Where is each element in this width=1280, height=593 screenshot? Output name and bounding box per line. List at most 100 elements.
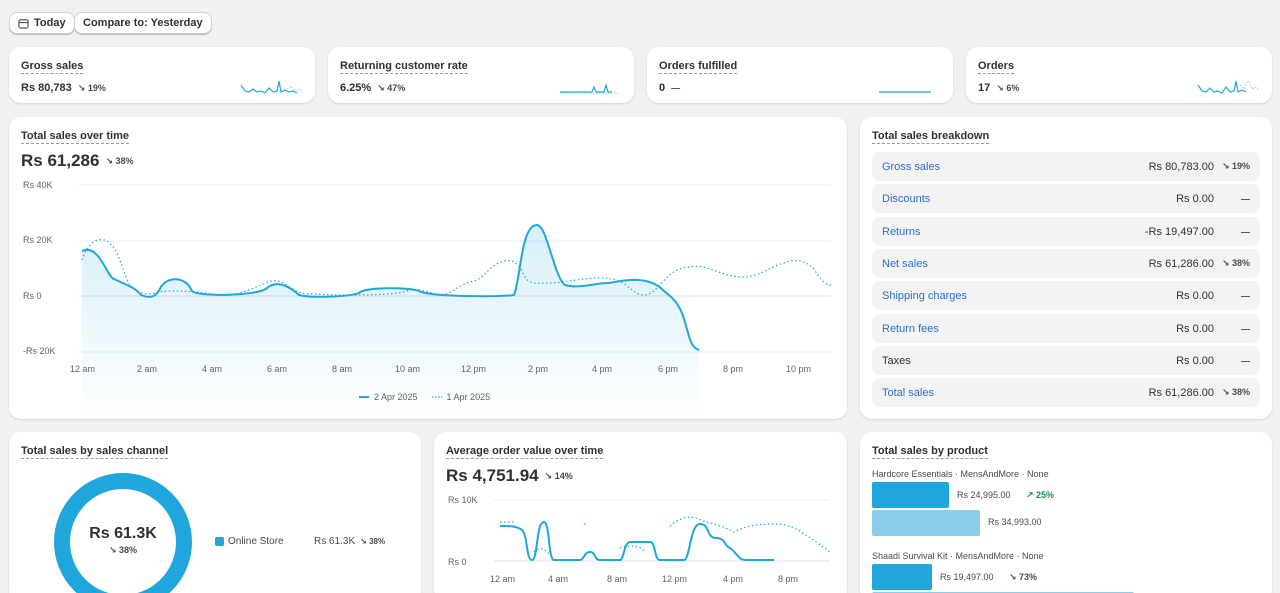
breakdown-row-total-sales[interactable]: Total sales Rs 61,286.00 ↘ 38% (872, 378, 1260, 407)
channel-delta: ↘ 38% (360, 537, 386, 546)
date-range-button[interactable]: Today (9, 12, 75, 34)
channel-value: Rs 61.3K (314, 536, 356, 547)
product-delta: ↘ 73% (1009, 572, 1038, 582)
breakdown-label[interactable]: Gross sales (882, 160, 941, 173)
x-tick: 2 am (137, 364, 158, 374)
product-current-value: Rs 24,995.00 (957, 490, 1011, 500)
compare-button[interactable]: Compare to: Yesterday (74, 12, 212, 34)
product-name: Shaadi Survival Kit · MensAndMore · None (872, 551, 1044, 561)
kpi-card-returning-rate[interactable]: Returning customer rate 6.25% ↘ 47% (328, 47, 634, 103)
kpi-value: 6.25% (340, 82, 372, 94)
breakdown-row-gross-sales[interactable]: Gross sales Rs 80,783.00 ↘ 19% (872, 152, 1260, 181)
kpi-value: Rs 80,783 (21, 82, 72, 94)
card-title: Total sales breakdown (872, 130, 990, 144)
breakdown-value: Rs 0.00 (1176, 322, 1214, 335)
legend-item-previous[interactable]: 1 Apr 2025 (431, 392, 490, 402)
breakdown-delta: — (1241, 323, 1250, 334)
breakdown-row-returns[interactable]: Returns -Rs 19,497.00 — (872, 217, 1260, 246)
arrow-down-icon: ↘ (377, 82, 385, 93)
x-tick: 8 am (332, 364, 353, 374)
kpi-card-orders-fulfilled[interactable]: Orders fulfilled 0 — (647, 47, 953, 103)
series-current-line (499, 520, 774, 562)
x-tick: 4 am (202, 364, 223, 374)
donut-center-delta: ↘ 38% (108, 545, 138, 555)
product-bar-current[interactable] (872, 482, 949, 508)
breakdown-label[interactable]: Discounts (882, 192, 931, 205)
product-previous-value: Rs 34,993.00 (988, 517, 1042, 527)
metric-value: Rs 4,751.94 (446, 466, 539, 485)
breakdown-label[interactable]: Return fees (882, 322, 939, 335)
x-tick: 12 pm (461, 364, 487, 374)
breakdown-value: Rs 0.00 (1176, 354, 1214, 367)
y-tick: Rs 0 (448, 557, 467, 567)
breakdown-label: Taxes (882, 354, 911, 367)
x-tick: 12 am (490, 574, 516, 584)
breakdown-row-return-fees[interactable]: Return fees Rs 0.00 — (872, 314, 1260, 343)
calendar-icon (18, 18, 29, 29)
x-tick: 12 am (70, 364, 96, 374)
kpi-title: Orders (978, 60, 1015, 74)
breakdown-value: Rs 80,783.00 (1148, 160, 1214, 173)
x-tick: 6 am (267, 364, 288, 374)
breakdown-delta: — (1241, 290, 1250, 301)
kpi-value: 17 (978, 82, 991, 94)
metric-value: Rs 61,286 (21, 151, 100, 170)
aov-line-chart (494, 499, 831, 562)
channel-donut-chart (54, 473, 192, 593)
breakdown-row-shipping[interactable]: Shipping charges Rs 0.00 — (872, 281, 1260, 310)
dotted-line-icon (431, 396, 442, 398)
breakdown-label[interactable]: Total sales (882, 386, 934, 399)
x-tick: 10 am (395, 364, 421, 374)
y-tick: -Rs 20K (23, 346, 56, 356)
breakdown-label[interactable]: Net sales (882, 257, 928, 270)
metric-delta: ↘ 14% (544, 470, 573, 481)
kpi-card-orders[interactable]: Orders 17 ↘ 6% (966, 47, 1272, 103)
product-bar-previous[interactable] (872, 510, 980, 536)
channel-legend-item[interactable]: Online Store (215, 536, 284, 547)
date-range-label: Today (34, 17, 66, 29)
legend-item-current[interactable]: 2 Apr 2025 (359, 392, 418, 402)
card-title: Total sales over time (21, 130, 130, 144)
sales-by-product-card: Total sales by product Hardcore Essentia… (860, 432, 1272, 593)
x-tick: 4 pm (592, 364, 613, 374)
y-tick: Rs 40K (23, 180, 53, 190)
kpi-delta: ↘ 47% (377, 82, 406, 93)
breakdown-row-taxes: Taxes Rs 0.00 — (872, 346, 1260, 375)
breakdown-value: Rs 61,286.00 (1148, 257, 1214, 270)
arrow-down-icon: ↘ (105, 155, 113, 166)
sales-breakdown-card: Total sales breakdown Gross sales Rs 80,… (860, 117, 1272, 419)
legend-swatch (215, 537, 224, 546)
breakdown-label[interactable]: Returns (882, 225, 921, 238)
arrow-down-icon: ↘ (77, 82, 86, 93)
kpi-sparkline (240, 80, 303, 94)
kpi-card-gross-sales[interactable]: Gross sales Rs 80,783 ↘ 19% (9, 47, 315, 103)
product-bar-current[interactable] (872, 564, 932, 590)
breakdown-row-discounts[interactable]: Discounts Rs 0.00 — (872, 184, 1260, 213)
x-tick: 8 pm (723, 364, 744, 374)
card-title: Total sales by sales channel (21, 445, 169, 459)
chart-legend: 2 Apr 2025 1 Apr 2025 (359, 392, 490, 402)
breakdown-row-net-sales[interactable]: Net sales Rs 61,286.00 ↘ 38% (872, 249, 1260, 278)
arrow-down-icon: ↘ (544, 470, 553, 481)
breakdown-label[interactable]: Shipping charges (882, 289, 968, 302)
series-current-line (81, 223, 700, 351)
kpi-title: Gross sales (21, 60, 84, 74)
breakdown-delta: ↘ 38% (1221, 387, 1250, 397)
sales-over-time-card: Total sales over time Rs 61,286 ↘ 38% Rs… (9, 117, 847, 419)
product-current-value: Rs 19,497.00 (940, 572, 994, 582)
breakdown-value: Rs 61,286.00 (1148, 386, 1214, 399)
kpi-title: Returning customer rate (340, 60, 468, 74)
product-name: Hardcore Essentials · MensAndMore · None (872, 469, 1049, 479)
series-previous-line (500, 516, 831, 557)
kpi-delta: — (671, 83, 681, 93)
kpi-value: 0 (659, 82, 666, 94)
series-previous-line (81, 239, 832, 296)
kpi-delta: ↘ 6% (996, 82, 1020, 93)
x-tick: 4 pm (723, 574, 744, 584)
sales-channel-card: Total sales by sales channel Rs 61.3K ↘ … (9, 432, 421, 593)
x-tick: 12 pm (662, 574, 688, 584)
breakdown-delta: — (1241, 226, 1250, 237)
kpi-sparkline (1197, 79, 1260, 94)
aov-card: Average order value over time Rs 4,751.9… (434, 432, 847, 593)
kpi-title: Orders fulfilled (659, 60, 738, 74)
